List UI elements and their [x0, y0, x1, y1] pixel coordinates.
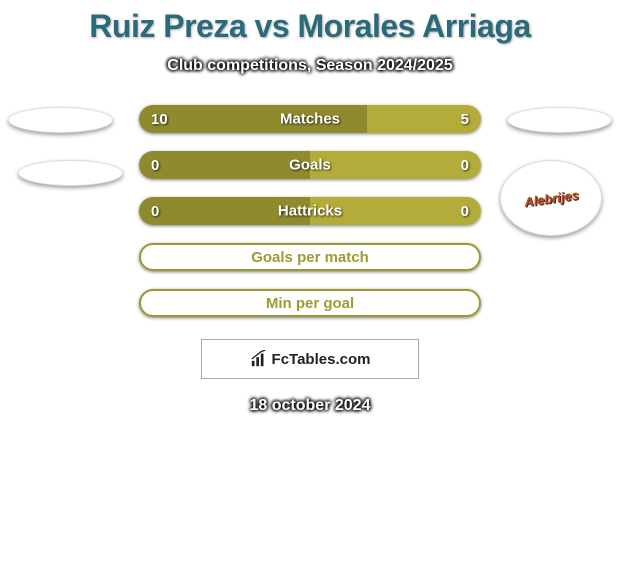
stat-value-left: 10: [151, 111, 168, 128]
date-text: 18 october 2024: [0, 397, 620, 415]
stat-value-right: 0: [461, 203, 469, 220]
stat-label: Goals per match: [251, 249, 369, 266]
stat-row-empty: Min per goal: [139, 289, 481, 317]
attribution-text: FcTables.com: [272, 351, 371, 368]
stat-label: Matches: [280, 111, 340, 128]
stat-label: Goals: [289, 157, 331, 174]
team-badge-left-2: [18, 160, 123, 186]
comparison-area: Alebrijes 10 5 Matches 0 0 Goals 0 0 Hattricks Go…: [0, 105, 620, 317]
stat-value-left: 0: [151, 203, 159, 220]
stat-row: 0 0 Hattricks: [139, 197, 481, 225]
attribution-box: FcTables.com: [201, 339, 419, 379]
stat-bar-right: 0: [310, 151, 481, 179]
team-badge-right-1: [507, 107, 612, 133]
team-badge-left-1: [8, 107, 113, 133]
page-title: Ruiz Preza vs Morales Arriaga: [0, 8, 620, 45]
stat-value-right: 0: [461, 157, 469, 174]
stat-rows-container: 10 5 Matches 0 0 Goals 0 0 Hattricks Goals per ma…: [139, 105, 481, 317]
stat-value-left: 0: [151, 157, 159, 174]
alebrijes-logo: Alebrijes: [523, 187, 579, 209]
stat-bar-right: 5: [367, 105, 481, 133]
stat-value-right: 5: [461, 111, 469, 128]
comparison-infographic: Ruiz Preza vs Morales Arriaga Club compe…: [0, 0, 620, 415]
subtitle: Club competitions, Season 2024/2025: [0, 57, 620, 75]
team-badge-right-2: Alebrijes: [500, 160, 602, 236]
stat-row-empty: Goals per match: [139, 243, 481, 271]
stat-bar-left: 0: [139, 151, 310, 179]
stat-row: 0 0 Goals: [139, 151, 481, 179]
stat-row: 10 5 Matches: [139, 105, 481, 133]
chart-icon: [250, 350, 268, 368]
stat-label: Min per goal: [266, 295, 354, 312]
stat-label: Hattricks: [278, 203, 342, 220]
